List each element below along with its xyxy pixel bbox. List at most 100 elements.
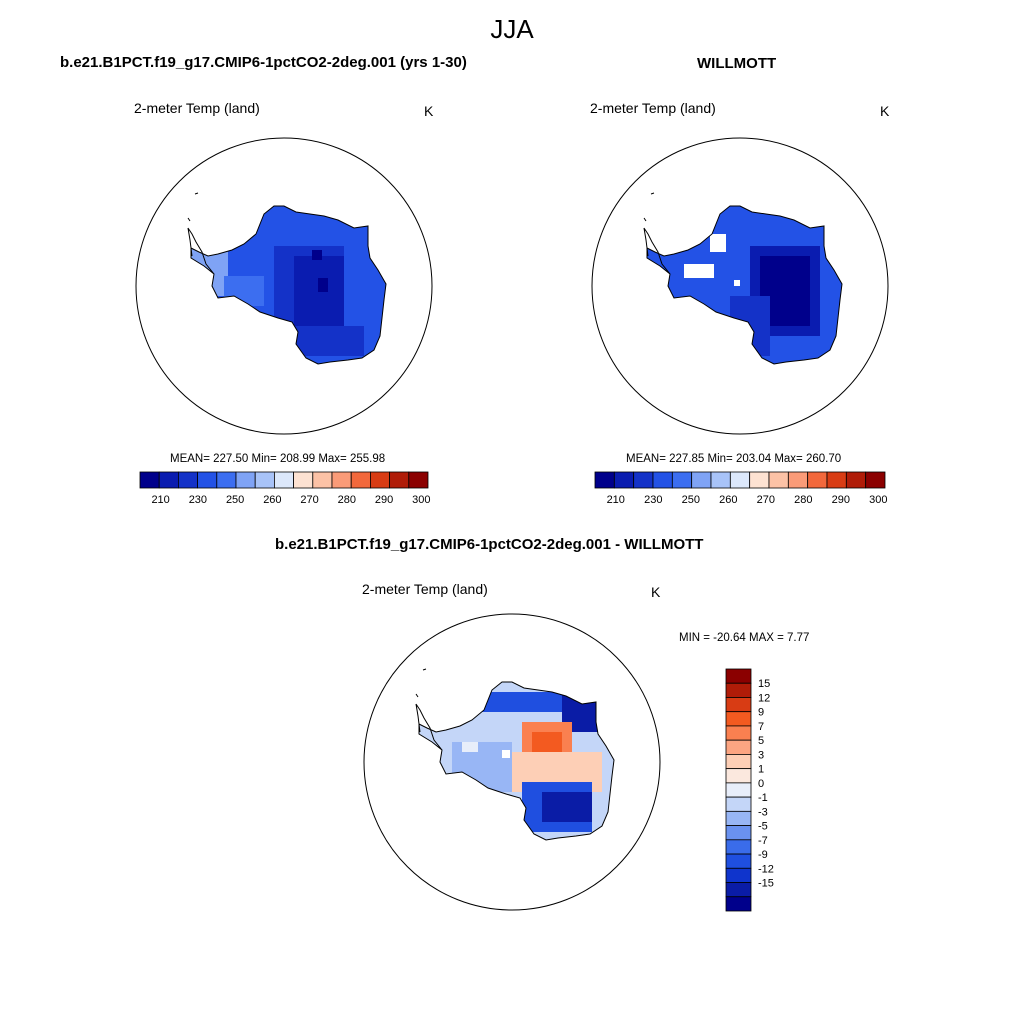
colorbar-swatch <box>633 471 654 489</box>
colorbar-tick-label: 250 <box>226 494 244 506</box>
colorbar-swatch <box>807 471 828 489</box>
model-field-cell <box>318 278 328 292</box>
diff-field-cell <box>502 750 510 758</box>
model-map <box>135 137 433 435</box>
colorbar-swatch <box>725 839 752 855</box>
colorbar-swatch <box>613 471 635 489</box>
colorbar-swatch <box>725 896 752 912</box>
colorbar-tick-label: 5 <box>758 735 764 747</box>
colorbar-swatch <box>312 471 333 489</box>
colorbar-tick-label: -7 <box>758 835 768 847</box>
diff-colorbar: 15 12 9 7 5 3 1 0 -1 -3 -5 -7 -9 -12 -15 <box>725 668 774 912</box>
colorbar-swatch <box>725 682 752 698</box>
model-variable-label: 2-meter Temp (land) <box>134 100 260 116</box>
obs-field-cell <box>684 264 714 278</box>
obs-variable-label: 2-meter Temp (land) <box>590 100 716 116</box>
colorbar-tick-label: 210 <box>151 494 169 506</box>
colorbar-tick-label: 230 <box>644 494 662 506</box>
colorbar-swatch <box>331 471 352 489</box>
colorbar-swatch <box>725 853 752 869</box>
colorbar-tick-label: 15 <box>758 678 770 690</box>
colorbar-tick-label: 290 <box>832 494 850 506</box>
obs-colorbar: 210 230 250 260 270 280 290 300 <box>594 471 887 506</box>
colorbar-swatch <box>389 471 410 489</box>
colorbar-swatch <box>158 471 179 489</box>
diff-field-cell <box>419 702 446 752</box>
colorbar-swatch <box>710 471 731 489</box>
model-colorbar: 210 230 250 260 270 280 290 300 <box>139 471 431 506</box>
diff-variable-label: 2-meter Temp (land) <box>362 581 488 597</box>
model-coastline <box>187 192 387 365</box>
colorbar-swatch <box>725 739 752 755</box>
colorbar-tick-label: 270 <box>300 494 318 506</box>
colorbar-swatch <box>725 768 752 784</box>
colorbar-swatch <box>254 471 275 489</box>
colorbar-tick-label: 280 <box>338 494 356 506</box>
model-units-label: K <box>424 103 434 119</box>
colorbar-swatch <box>826 471 847 489</box>
colorbar-tick-label: 1 <box>758 764 764 776</box>
colorbar-swatch <box>749 471 770 489</box>
obs-stats: MEAN= 227.85 Min= 203.04 Max= 260.70 <box>626 453 842 465</box>
obs-field-cell <box>734 280 740 286</box>
colorbar-swatch <box>293 471 314 489</box>
colorbar-swatch <box>197 471 218 489</box>
colorbar-tick-label: 210 <box>607 494 625 506</box>
diff-field-cell <box>462 742 478 752</box>
colorbar-tick-label: 270 <box>757 494 775 506</box>
colorbar-swatch <box>139 471 160 489</box>
diff-stats: MIN = -20.64 MAX = 7.77 <box>679 632 810 644</box>
colorbar-swatch <box>787 471 809 489</box>
diff-field-cell <box>482 692 582 712</box>
colorbar-tick-label: 12 <box>758 692 770 704</box>
colorbar-tick-label: 260 <box>719 494 737 506</box>
obs-units-label: K <box>880 103 890 119</box>
model-field-cell <box>312 250 322 260</box>
colorbar-swatch <box>652 471 673 489</box>
colorbar-swatch <box>725 810 752 826</box>
colorbar-swatch <box>725 754 752 770</box>
diff-field-cell <box>446 792 466 808</box>
colorbar-swatch <box>729 471 751 489</box>
colorbar-swatch <box>408 471 429 489</box>
colorbar-swatch <box>216 471 237 489</box>
colorbar-tick-label: 9 <box>758 707 764 719</box>
colorbar-swatch <box>845 471 867 489</box>
diff-coastline <box>415 668 615 841</box>
colorbar-tick-label: -9 <box>758 849 768 861</box>
colorbar-tick-label: 300 <box>412 494 430 506</box>
colorbar-tick-label: -5 <box>758 821 768 833</box>
colorbar-swatch <box>725 867 752 883</box>
diff-case-title: b.e21.B1PCT.f19_g17.CMIP6-1pctCO2-2deg.0… <box>275 536 704 553</box>
colorbar-swatch <box>594 471 615 489</box>
diff-units-label: K <box>651 584 661 600</box>
colorbar-tick-label: 7 <box>758 721 764 733</box>
obs-coastline <box>643 192 843 365</box>
model-field-cell <box>344 246 384 326</box>
colorbar-tick-label: 3 <box>758 749 764 761</box>
model-field-cell <box>191 226 228 296</box>
colorbar-tick-label: 250 <box>682 494 700 506</box>
colorbar-tick-label: 230 <box>189 494 207 506</box>
colorbar-swatch <box>725 882 752 898</box>
colorbar-swatch <box>725 782 752 798</box>
obs-case-title: WILLMOTT <box>697 55 777 72</box>
colorbar-swatch <box>725 796 752 812</box>
colorbar-swatch <box>177 471 198 489</box>
colorbar-swatch <box>369 471 390 489</box>
model-stats: MEAN= 227.50 Min= 208.99 Max= 255.98 <box>170 453 386 465</box>
colorbar-swatch <box>725 697 752 713</box>
colorbar-tick-label: 260 <box>263 494 281 506</box>
colorbar-swatch <box>725 668 752 684</box>
colorbar-tick-label: -12 <box>758 863 774 875</box>
colorbar-tick-label: 0 <box>758 778 764 790</box>
colorbar-tick-label: -3 <box>758 806 768 818</box>
colorbar-swatch <box>350 471 371 489</box>
diff-map-boundary <box>363 613 661 911</box>
colorbar-swatch <box>691 471 712 489</box>
colorbar-tick-label: 300 <box>869 494 887 506</box>
main-title: JJA <box>490 14 534 44</box>
colorbar-swatch <box>865 471 886 489</box>
